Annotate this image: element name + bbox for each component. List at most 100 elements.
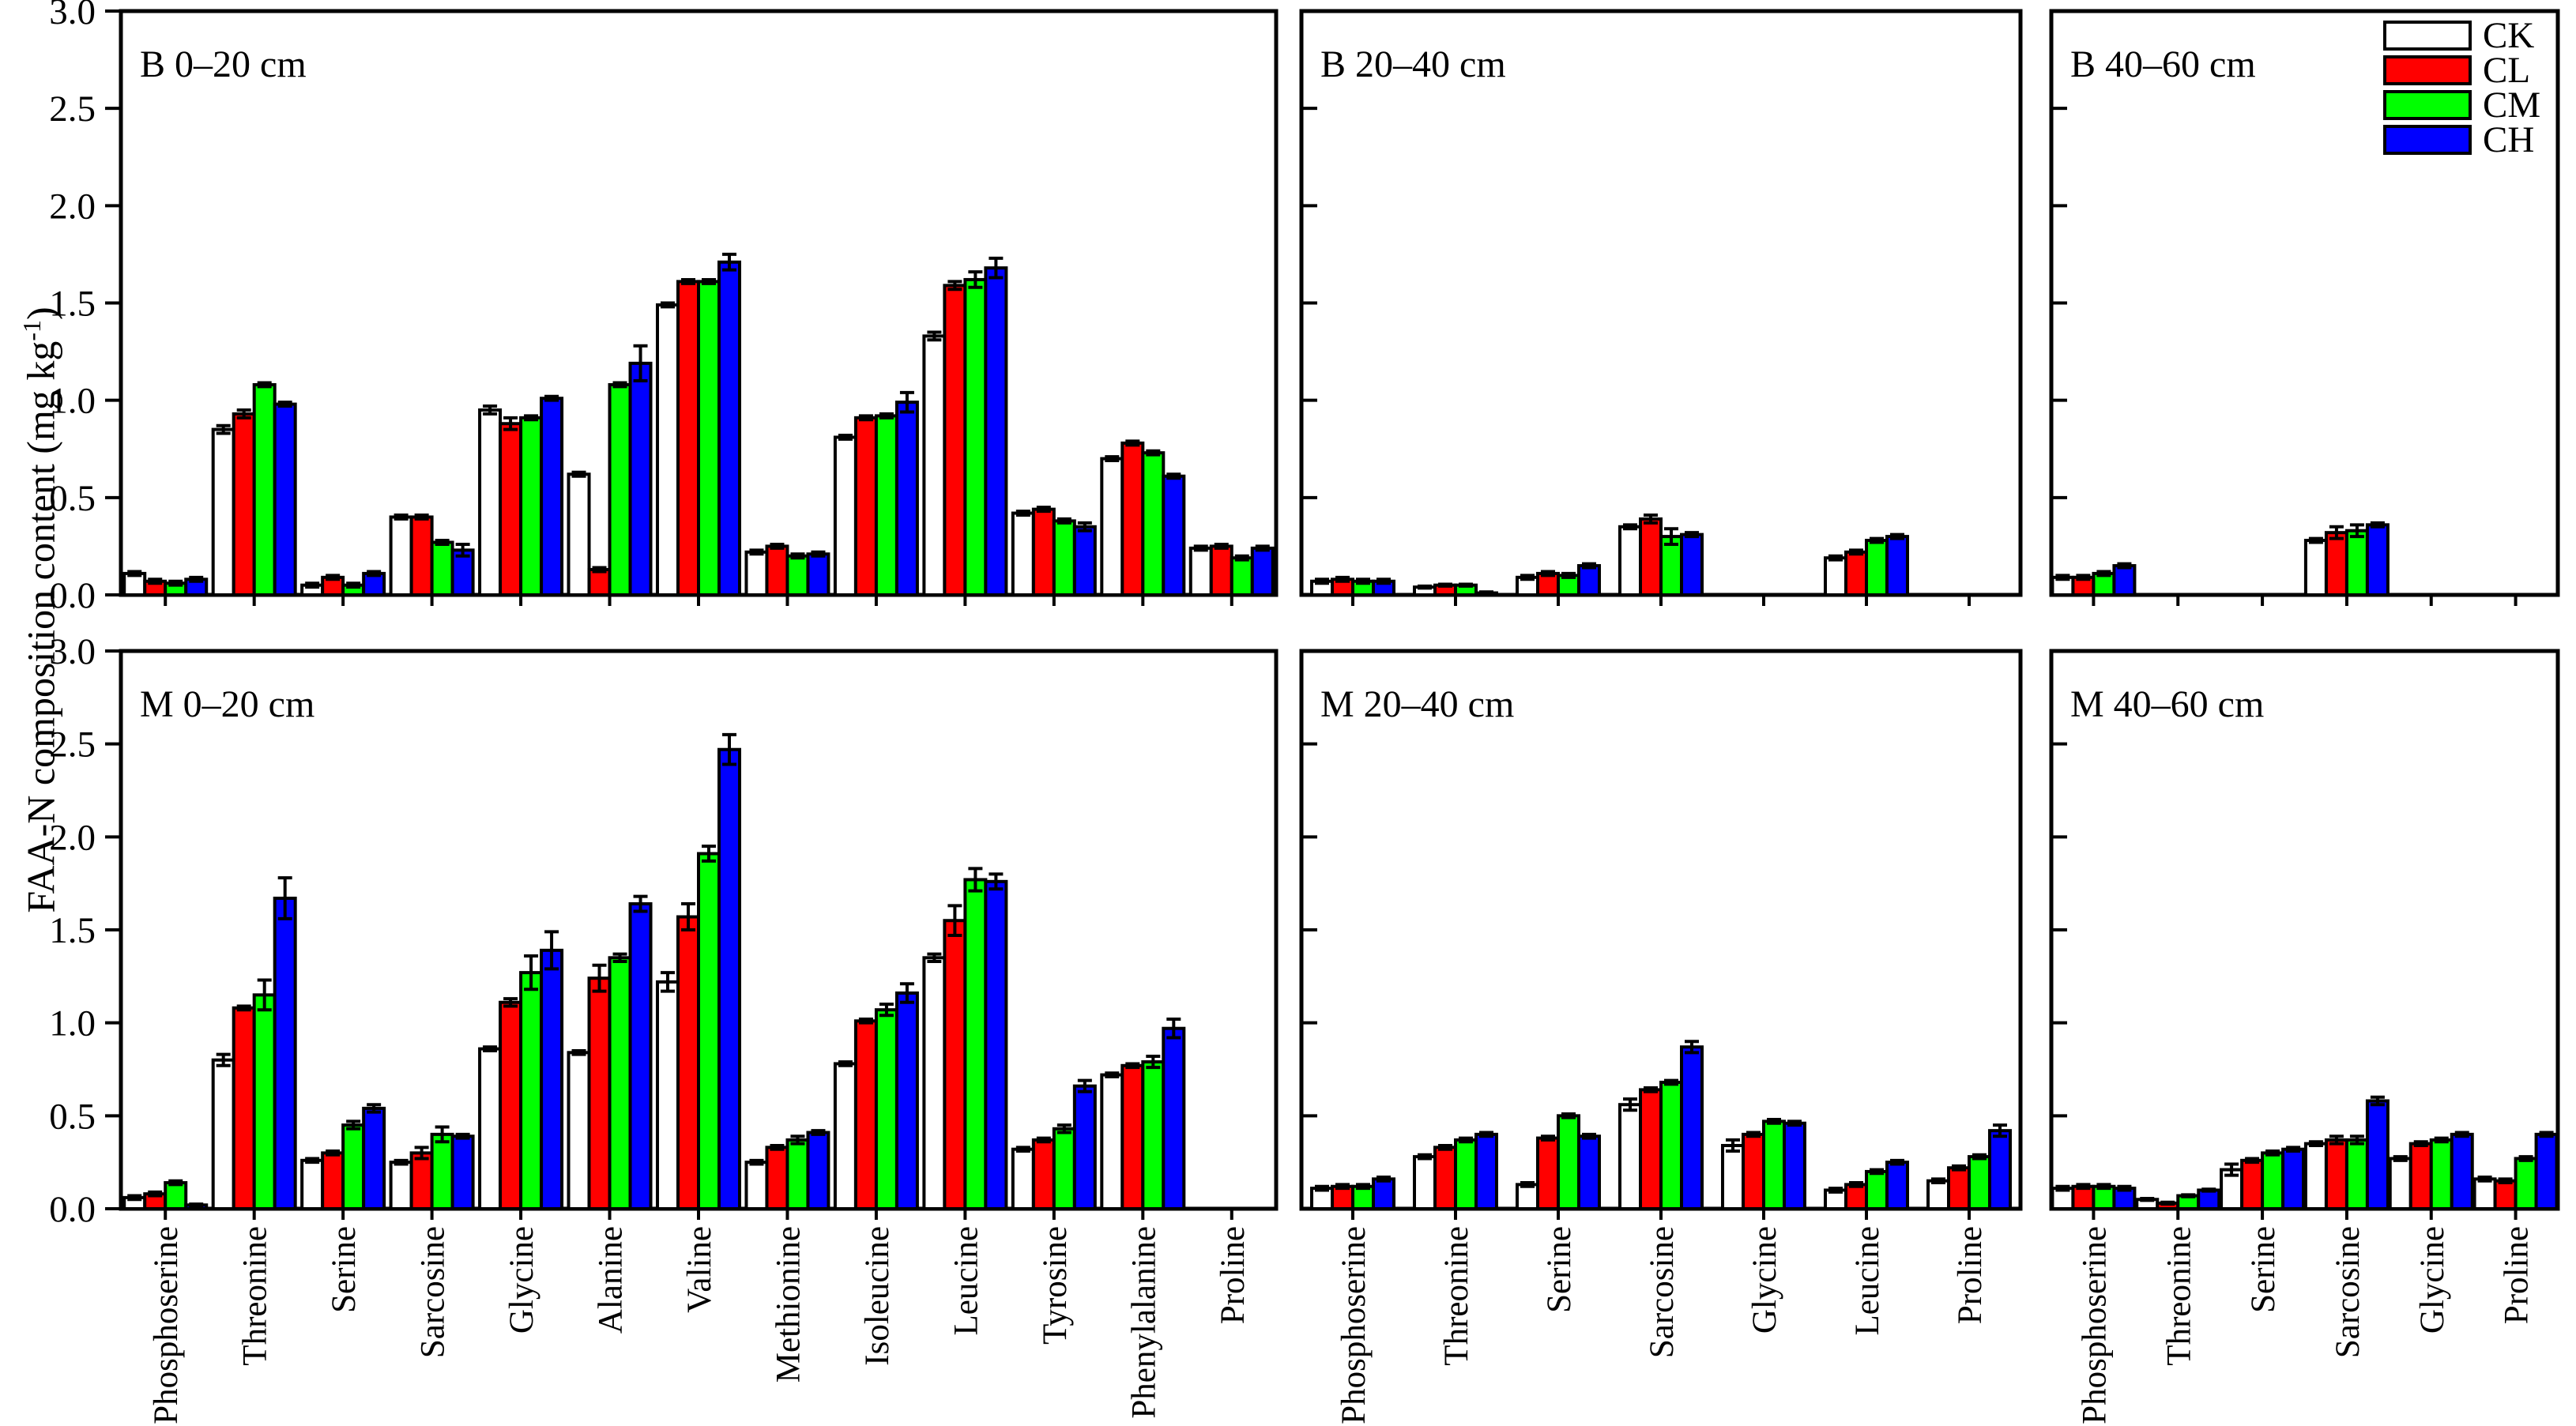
legend-swatch-ck	[2383, 21, 2472, 51]
bar-cm	[608, 382, 632, 596]
panel-title: B 40–60 cm	[2070, 43, 2256, 85]
bar-cm	[1052, 519, 1076, 596]
y-axis-title-superscript: -1	[17, 320, 46, 341]
x-category-label: Proline	[1215, 1226, 1252, 1324]
bar-cm	[164, 1181, 188, 1211]
bar-ck	[211, 1058, 235, 1210]
bar-cl	[409, 1151, 434, 1211]
bar-ch	[1885, 535, 1909, 596]
bar-ch	[806, 552, 830, 597]
bar-cm	[1141, 1060, 1166, 1210]
bar-cm	[1762, 1119, 1786, 1210]
bar-cm	[1454, 1138, 1478, 1210]
x-category-label: Sarcosine	[1644, 1226, 1681, 1358]
bar-ch	[1680, 1045, 1704, 1211]
y-tick-label: 1.0	[49, 1003, 96, 1044]
bar-cm	[430, 1132, 454, 1211]
bar-cl	[1031, 507, 1056, 597]
bar-ck	[1188, 546, 1213, 597]
bar-ch	[894, 401, 919, 596]
bar-cm	[2344, 529, 2369, 597]
bar-cl	[499, 1000, 523, 1211]
legend-item-ck: CK	[2383, 17, 2540, 55]
panel-title: B 0–20 cm	[140, 43, 307, 85]
bar-cm	[341, 1123, 366, 1210]
panel-border	[1299, 9, 2023, 597]
bar-ch	[1988, 1129, 2012, 1211]
bar-ch	[540, 397, 564, 596]
x-category-label: Proline	[1952, 1226, 1989, 1324]
x-category-label: Glycine	[1746, 1226, 1783, 1334]
x-category-label: Glycine	[2414, 1226, 2451, 1334]
y-tick-label: 2.5	[49, 88, 96, 130]
x-category-label: Isoleucine	[859, 1226, 896, 1366]
bar-ck	[656, 303, 680, 596]
x-category-label: Glycine	[503, 1226, 540, 1334]
bar-cm	[2344, 1138, 2369, 1210]
bar-ck	[1618, 525, 1642, 596]
bar-ck	[1011, 511, 1035, 596]
bar-ck	[478, 1047, 503, 1210]
legend-item-cl: CL	[2383, 50, 2540, 91]
panel-title: M 0–20 cm	[140, 683, 314, 725]
bar-ch	[1680, 532, 1704, 596]
x-category-label: Phosphoserine	[1335, 1226, 1373, 1424]
panel-title: M 40–60 cm	[2070, 683, 2264, 725]
bar-ch	[2450, 1132, 2474, 1211]
bar-ck	[833, 1062, 857, 1210]
bar-cl	[1639, 1088, 1663, 1211]
legend-label-cl: CL	[2483, 50, 2531, 91]
bar-ck	[1516, 1183, 1539, 1210]
y-tick-label: 0.0	[49, 1189, 96, 1230]
bar-cl	[1844, 1183, 1868, 1210]
bar-ck	[2303, 1142, 2328, 1210]
bar-cm	[785, 1138, 810, 1210]
x-category-label: Serine	[2245, 1226, 2282, 1313]
bar-ck	[922, 956, 947, 1211]
bar-cl	[853, 1019, 878, 1211]
bar-cl	[853, 416, 878, 596]
bar-cm	[963, 277, 988, 596]
bar-ch	[273, 896, 297, 1210]
bar-ck	[922, 334, 947, 596]
bar-cl	[2324, 531, 2348, 597]
x-category-label: Alanine	[593, 1226, 630, 1334]
x-category-label: Threonine	[2160, 1226, 2198, 1366]
bar-cl	[765, 544, 789, 597]
bar-ck	[300, 1158, 325, 1211]
bar-ch	[1474, 1132, 1498, 1211]
x-category-label: Proline	[2499, 1226, 2536, 1324]
bar-cl	[676, 280, 700, 596]
y-tick-label: 1.5	[49, 284, 96, 325]
bar-ch	[894, 991, 919, 1210]
legend-swatch-cm	[2383, 90, 2472, 120]
legend-swatch-ch	[2383, 125, 2472, 155]
bar-ck	[1824, 556, 1847, 596]
bar-cm	[519, 416, 544, 596]
bar-cm	[874, 1008, 898, 1211]
bar-cl	[1209, 544, 1233, 597]
x-category-label: Sarcosine	[415, 1226, 452, 1358]
y-tick-label: 2.5	[49, 724, 96, 766]
bar-cm	[1557, 1114, 1580, 1211]
bar-ck	[1618, 1103, 1642, 1211]
bar-ck	[833, 435, 857, 596]
bar-cl	[1947, 1166, 1971, 1211]
bar-cl	[765, 1146, 789, 1210]
bar-ch	[1577, 564, 1601, 596]
panel-title: B 20–40 cm	[1320, 43, 1506, 85]
x-category-label: Threonine	[1438, 1226, 1475, 1366]
bar-ck	[1926, 1179, 1950, 1210]
bar-cl	[1844, 550, 1868, 596]
x-category-label: Methionine	[770, 1226, 807, 1383]
bar-ch	[1783, 1121, 1806, 1211]
bar-cl	[1031, 1138, 1056, 1210]
bar-cl	[1536, 1136, 1560, 1211]
bar-ck	[744, 550, 769, 596]
x-category-label: Serine	[326, 1226, 363, 1313]
bar-ch	[1372, 1177, 1395, 1211]
bar-cl	[1742, 1132, 1765, 1211]
y-tick-label: 2.0	[49, 186, 96, 227]
bar-ch	[2197, 1188, 2221, 1211]
